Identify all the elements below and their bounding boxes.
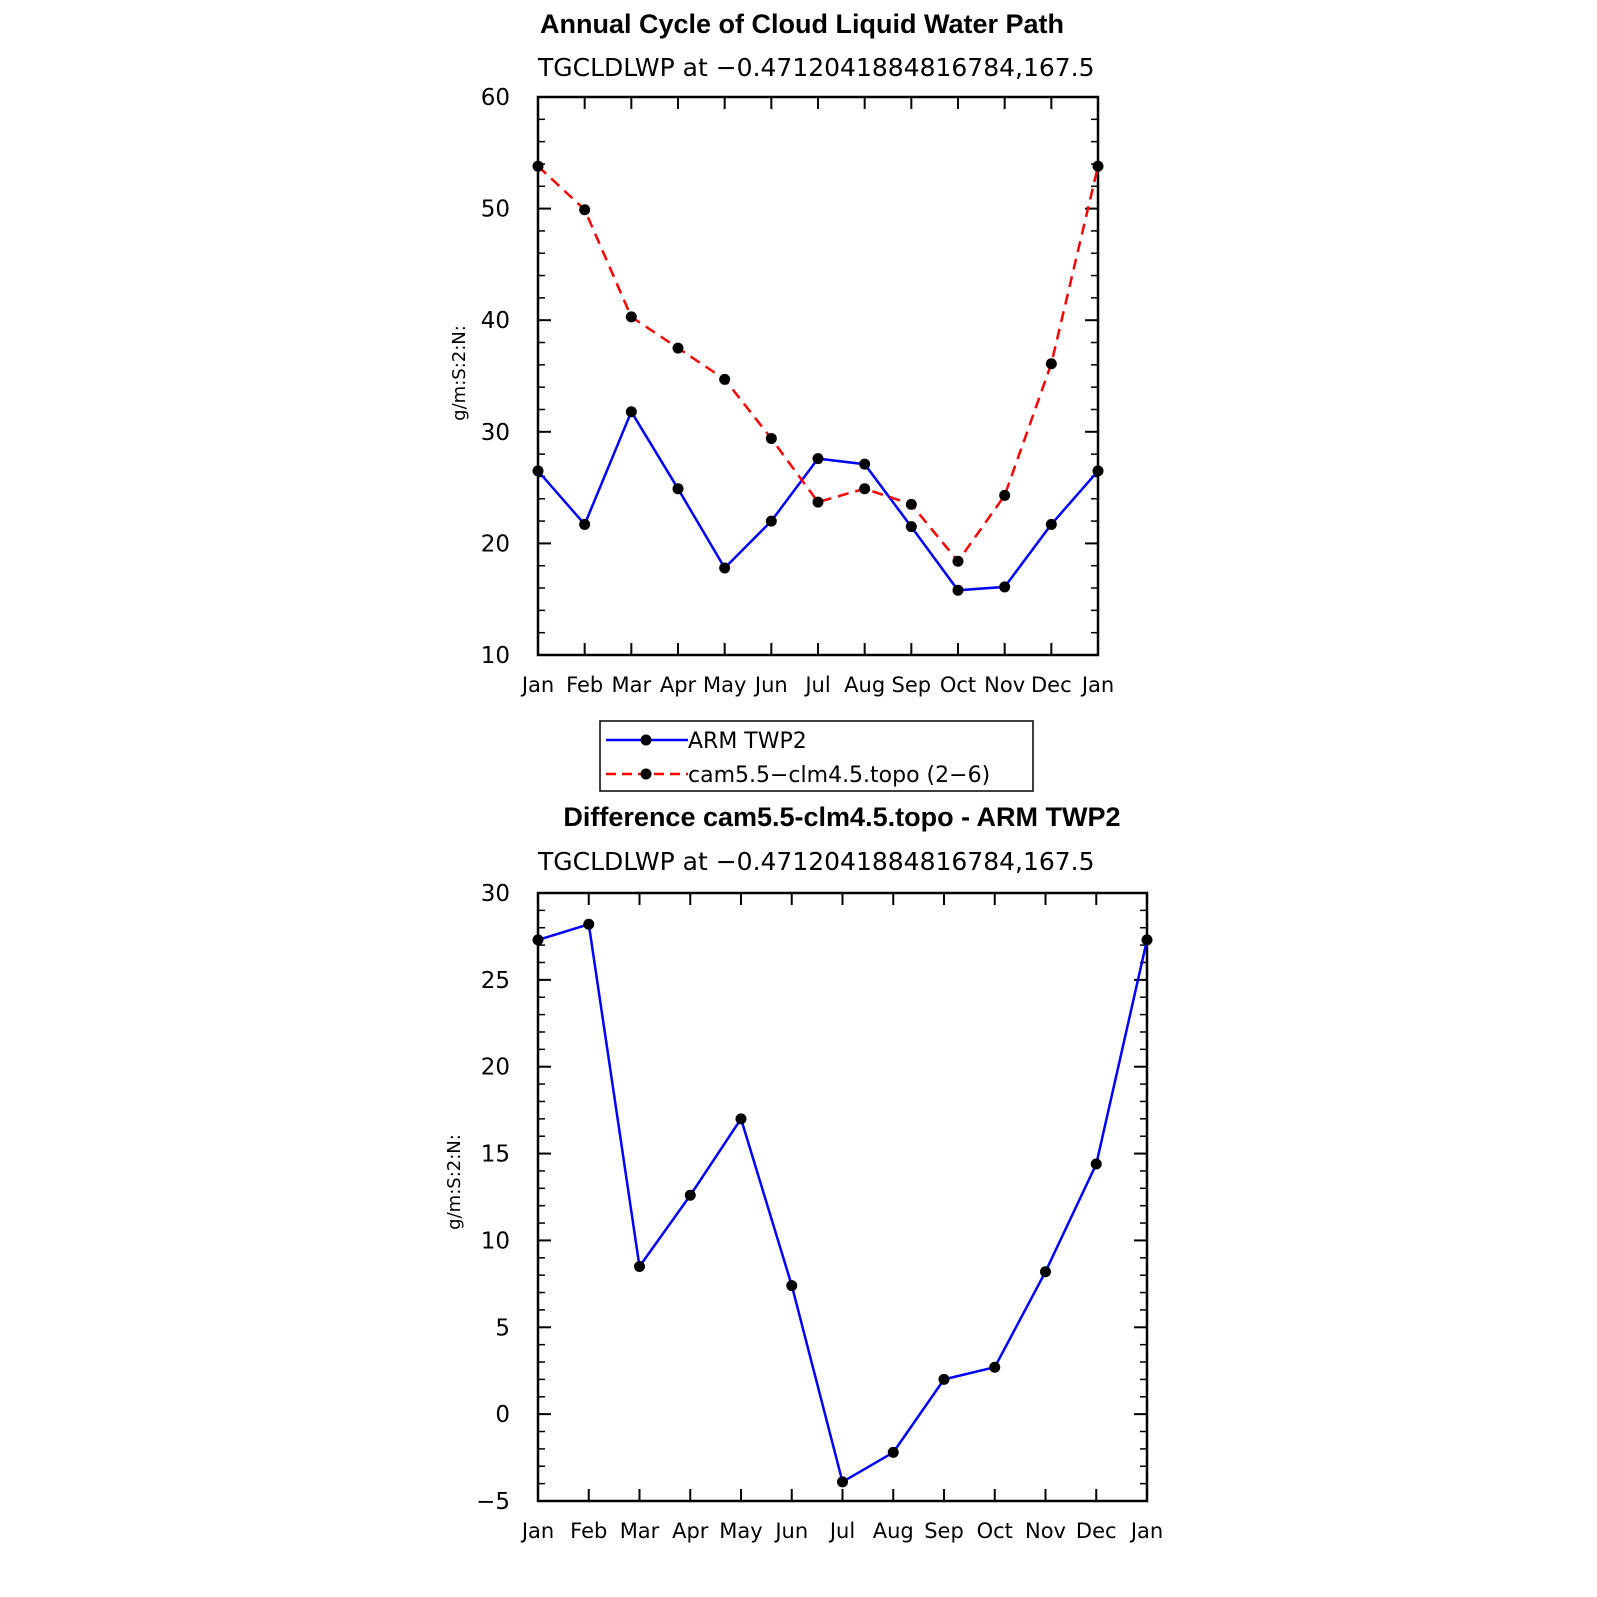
series-0-point xyxy=(765,515,777,527)
series-0-point xyxy=(812,453,824,465)
x-tick-label: Oct xyxy=(940,673,976,697)
chart2-plot-area: Jan Feb Mar Apr May Jun Jul Aug Sep Oct Nov Dec Jan−… xyxy=(476,881,1163,1543)
y-tick-label: 20 xyxy=(481,1055,510,1081)
series-0-point xyxy=(719,562,731,574)
series-1-point xyxy=(812,496,824,508)
x-tick-label: Feb xyxy=(566,673,603,697)
series-1-point xyxy=(999,489,1011,501)
chart-annual-cycle: Annual Cycle of Cloud Liquid Water Path … xyxy=(449,9,1114,697)
series-0-point xyxy=(859,458,871,470)
series-0-point xyxy=(905,521,917,533)
x-tick-label: Dec xyxy=(1076,1519,1117,1543)
chart1-y-axis-label: g/m:S:2:N: xyxy=(449,325,470,421)
series-1-point xyxy=(625,311,637,323)
series-0-point xyxy=(938,1373,950,1385)
x-tick-label: Feb xyxy=(570,1519,607,1543)
series-0-point xyxy=(1141,934,1153,946)
series-1-point xyxy=(765,432,777,444)
chart1-subtitle: TGCLDLWP at −0.4712041884816784,167.5 xyxy=(537,53,1095,82)
x-tick-label: Jan xyxy=(1129,1519,1163,1543)
series-0-point xyxy=(887,1446,899,1458)
x-tick-label: Sep xyxy=(924,1519,964,1543)
x-tick-label: Apr xyxy=(660,673,697,697)
y-tick-label: 0 xyxy=(495,1402,510,1428)
series-1-point xyxy=(672,342,684,354)
legend-marker-cam xyxy=(640,768,652,780)
series-1-point xyxy=(532,160,544,172)
series-0-point xyxy=(532,465,544,477)
chart-difference: Difference cam5.5-clm4.5.topo - ARM TWP2… xyxy=(444,802,1163,1543)
y-tick-label: 15 xyxy=(481,1142,510,1168)
series-0-point xyxy=(1090,1158,1102,1170)
y-tick-label: 40 xyxy=(481,308,510,334)
series-0-point xyxy=(1092,465,1104,477)
series-0-point xyxy=(1040,1266,1051,1278)
legend-label-arm: ARM TWP2 xyxy=(688,729,807,754)
y-tick-label: 30 xyxy=(481,881,510,907)
x-tick-label: Jan xyxy=(1080,673,1114,697)
y-tick-label: 5 xyxy=(495,1315,510,1341)
series-0-point xyxy=(583,918,595,930)
chart2-subtitle: TGCLDLWP at −0.4712041884816784,167.5 xyxy=(537,847,1095,876)
x-tick-label: Jul xyxy=(803,673,830,697)
series-0-point xyxy=(532,934,544,946)
legend-marker-arm xyxy=(640,734,652,746)
y-tick-label: 20 xyxy=(481,531,510,557)
series-0-point xyxy=(634,1260,645,1272)
series-0-point xyxy=(837,1476,848,1488)
legend-box xyxy=(599,720,1034,792)
x-tick-label: Jun xyxy=(753,673,788,697)
x-tick-label: Dec xyxy=(1031,673,1072,697)
series-0-point xyxy=(625,406,637,418)
x-tick-label: Nov xyxy=(984,673,1025,697)
series-0-point xyxy=(952,584,964,596)
y-tick-label: 25 xyxy=(481,968,510,994)
series-1-point xyxy=(1045,358,1057,370)
series-0-point xyxy=(989,1361,1001,1373)
series-0-point xyxy=(684,1189,696,1201)
x-tick-label: Sep xyxy=(892,673,932,697)
y-tick-label: −5 xyxy=(476,1489,510,1515)
chart1-title: Annual Cycle of Cloud Liquid Water Path xyxy=(540,9,1064,39)
y-tick-label: 60 xyxy=(481,85,510,111)
series-1-point xyxy=(905,498,917,510)
y-tick-label: 10 xyxy=(481,1228,510,1254)
x-tick-label: Oct xyxy=(977,1519,1013,1543)
series-1-point xyxy=(859,483,871,495)
chart2-title: Difference cam5.5-clm4.5.topo - ARM TWP2 xyxy=(563,802,1120,832)
x-tick-label: Jan xyxy=(520,1519,554,1543)
plot-frame xyxy=(536,95,1100,657)
series-0-point xyxy=(579,518,591,530)
series-line-0 xyxy=(537,922,1149,1484)
chart1-legend: ARM TWP2 cam5.5−clm4.5.topo (2−6) xyxy=(599,720,1034,792)
x-tick-label: May xyxy=(719,1519,762,1543)
y-tick-label: 50 xyxy=(481,197,510,223)
x-tick-label: Aug xyxy=(873,1519,914,1543)
series-0-point xyxy=(735,1113,747,1125)
x-tick-label: Mar xyxy=(612,673,652,697)
chart2-y-axis-label: g/m:S:2:N: xyxy=(444,1134,465,1230)
series-1-point xyxy=(719,373,731,385)
x-tick-label: Mar xyxy=(620,1519,660,1543)
chart1-plot-area: Jan Feb Mar Apr May Jun Jul Aug Sep Oct Nov Dec Jan 1… xyxy=(481,85,1114,697)
x-tick-label: Jan xyxy=(520,673,554,697)
series-0-point xyxy=(786,1280,798,1292)
series-0-point xyxy=(999,581,1011,593)
x-tick-label: May xyxy=(703,673,746,697)
series-0-point xyxy=(1045,518,1057,530)
y-tick-label: 10 xyxy=(481,643,510,669)
series-0-point xyxy=(672,483,684,495)
x-tick-label: Jul xyxy=(828,1519,855,1543)
y-tick-label: 30 xyxy=(481,420,510,446)
x-tick-label: Nov xyxy=(1025,1519,1066,1543)
legend-label-cam: cam5.5−clm4.5.topo (2−6) xyxy=(688,763,990,788)
x-tick-label: Jun xyxy=(773,1519,808,1543)
series-1-point xyxy=(579,204,591,216)
x-tick-label: Aug xyxy=(844,673,885,697)
series-1-point xyxy=(1092,160,1104,172)
series-1-point xyxy=(952,555,964,567)
x-tick-label: Apr xyxy=(672,1519,709,1543)
